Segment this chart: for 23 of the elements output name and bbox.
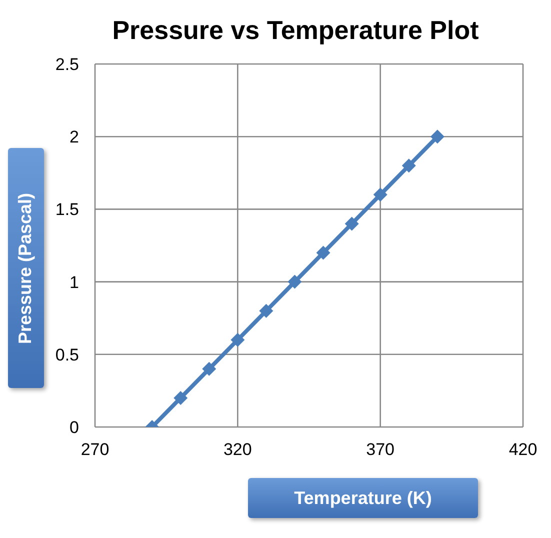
point: [373, 188, 388, 202]
y-tick-label: 1.5: [55, 200, 79, 220]
y-axis-title: Pressure (Pascal): [16, 192, 36, 344]
x-tick-label: 370: [366, 440, 395, 460]
point: [174, 390, 188, 405]
chart-title: Pressure vs Temperature Plot: [111, 14, 480, 47]
point: [344, 216, 359, 231]
point: [430, 130, 444, 144]
y-tick-label: 0: [70, 418, 79, 438]
y-tick-label: 2: [70, 128, 79, 147]
point: [230, 332, 245, 347]
x-axis-title: Temperature (K): [248, 478, 478, 518]
point: [259, 304, 274, 318]
x-tick-label: 270: [80, 440, 110, 460]
y-tick-label: 0.5: [55, 345, 79, 364]
point: [402, 158, 416, 173]
point: [202, 362, 216, 376]
x-tick-label: 320: [223, 440, 252, 460]
point: [316, 246, 330, 260]
y-tick-label: 1: [70, 272, 79, 292]
point: [288, 274, 302, 289]
x-tick-label: 420: [508, 440, 538, 460]
y-tick-label: 2.5: [55, 55, 79, 74]
